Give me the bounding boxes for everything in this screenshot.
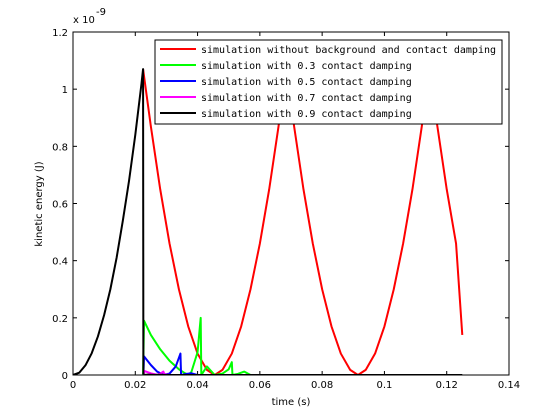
y-tick-label: 0.6 xyxy=(52,200,68,211)
series-line-2 xyxy=(142,352,198,375)
legend-box xyxy=(154,39,503,125)
x-tick-label: 0.12 xyxy=(436,380,458,391)
x-tick-label: 0.1 xyxy=(376,380,392,391)
x-tick-label: 0.04 xyxy=(186,380,208,391)
y-tick-label: 0.4 xyxy=(52,257,68,268)
series-line-4 xyxy=(73,68,463,375)
x-tick-label: 0.06 xyxy=(249,380,271,391)
series-layer xyxy=(73,68,464,375)
legend-entry-1: simulation with 0.3 contact damping xyxy=(201,61,412,72)
x-tick-label: 0.08 xyxy=(311,380,333,391)
legend-entry-2: simulation with 0.5 contact damping xyxy=(201,77,412,88)
x-tick-label: 0 xyxy=(70,380,76,391)
series-line-1 xyxy=(142,316,251,375)
y-multiplier-label: x 10 xyxy=(73,15,95,26)
x-tick-label: 0.02 xyxy=(124,380,146,391)
x-axis-label: time (s) xyxy=(272,397,311,408)
y-tick-label: 1 xyxy=(62,85,68,96)
axis-ticks: 0 0.02 0.04 0.06 0.08 0.1 0.12 0.14 0 0.2 0.4 0.6 0.… xyxy=(52,28,520,391)
legend-entry-0: simulation without background and contac… xyxy=(201,45,496,56)
y-tick-label: 0.2 xyxy=(52,314,68,325)
legend-entry-4: simulation with 0.9 contact damping xyxy=(201,109,412,120)
x-tick-label: 0.14 xyxy=(498,380,520,391)
legend: simulation without background and contac… xyxy=(154,39,503,125)
y-multiplier-exponent: -9 xyxy=(96,7,106,18)
y-tick-label: 0 xyxy=(62,371,68,382)
y-tick-label: 0.8 xyxy=(52,142,68,153)
y-axis-label: kinetic energy (J) xyxy=(34,161,45,246)
legend-entry-3: simulation with 0.7 contact damping xyxy=(201,93,412,104)
y-tick-label: 1.2 xyxy=(52,28,68,39)
